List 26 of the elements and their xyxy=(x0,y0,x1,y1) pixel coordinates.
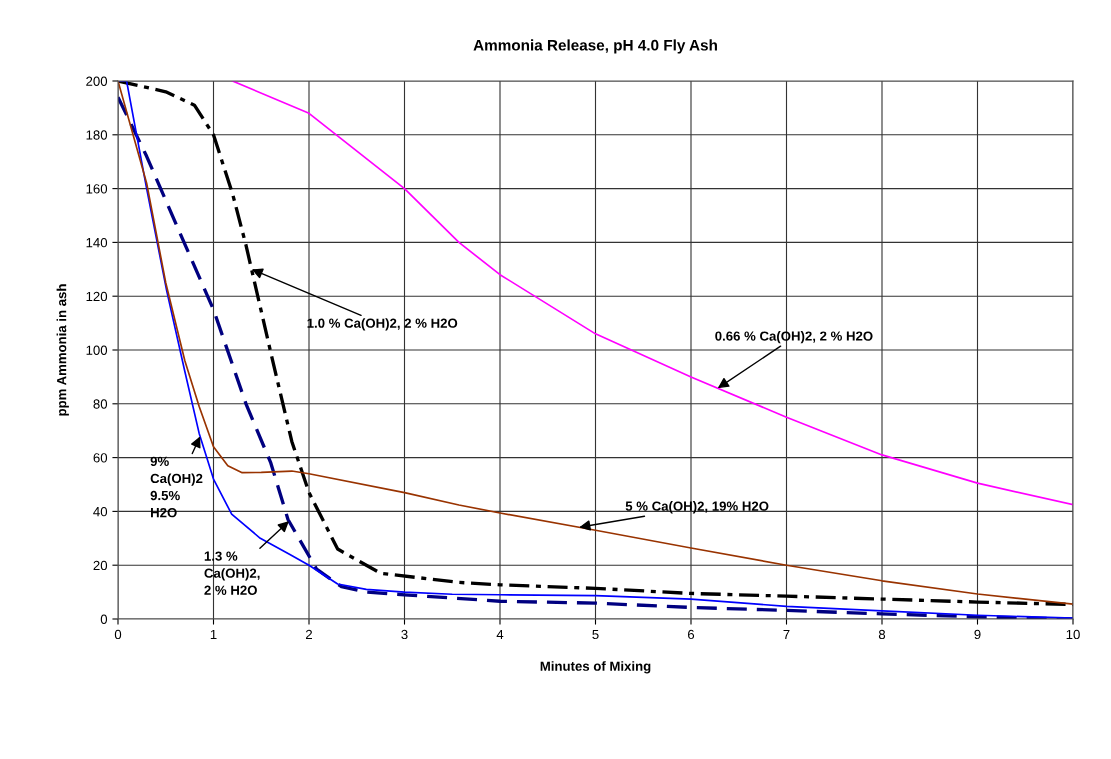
y-tick-label: 100 xyxy=(86,345,108,355)
x-tick-label: 1 xyxy=(210,629,217,639)
x-tick-label: 2 xyxy=(306,629,313,639)
y-tick-label: 180 xyxy=(86,130,108,140)
x-tick-label: 9 xyxy=(974,629,981,640)
y-tick-label: 120 xyxy=(86,291,108,302)
x-tick-label: 5 xyxy=(592,629,599,640)
annotation: 5 % Ca(OH)2, 19% H2O xyxy=(625,501,769,514)
x-tick-label: 4 xyxy=(496,629,504,639)
x-tick-label: 3 xyxy=(401,629,408,640)
y-tick-label: 0 xyxy=(100,614,108,624)
x-tick-label: 0 xyxy=(114,629,122,640)
y-tick-label: 140 xyxy=(86,237,108,248)
x-tick-label: 10 xyxy=(1066,629,1080,640)
x-tick-label: 6 xyxy=(688,629,695,640)
y-axis-title: ppm Ammonia in ash xyxy=(56,284,69,416)
x-axis-title: Minutes of Mixing xyxy=(540,661,651,674)
y-tick-label: 60 xyxy=(93,453,108,463)
chart-title: Ammonia Release, pH 4.0 Fly Ash xyxy=(473,39,717,54)
x-tick-label: 8 xyxy=(878,629,886,640)
y-tick-label: 40 xyxy=(93,506,108,517)
y-tick-label: 80 xyxy=(93,399,108,409)
y-tick-label: 20 xyxy=(93,560,108,571)
y-tick-label: 160 xyxy=(86,184,108,194)
x-tick-label: 7 xyxy=(783,629,790,639)
y-tick-label: 200 xyxy=(86,76,108,86)
